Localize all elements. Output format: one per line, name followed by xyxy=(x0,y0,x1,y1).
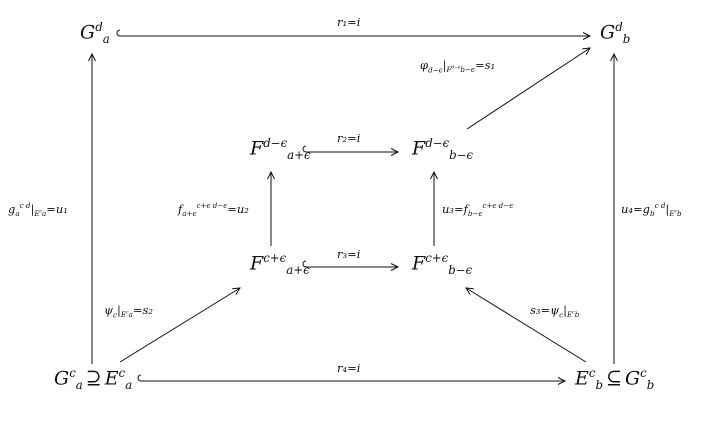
label-u2: fa+ϵc+ϵ d−ϵ=u₂ xyxy=(178,201,249,219)
label-s1: φd−ϵ|Fd−ϵb−ϵ=s₁ xyxy=(420,58,496,75)
arrow-r2 xyxy=(302,146,398,152)
label-r1: r₁=i xyxy=(337,15,361,29)
arrow-r4 xyxy=(137,375,565,381)
node-G-a-d: Gda xyxy=(80,20,110,47)
label-r2: r₂=i xyxy=(337,131,361,145)
label-s3: s₃=ψc|Ecb xyxy=(530,303,580,320)
label-u1: gac d|Eca=u₁ xyxy=(8,201,68,219)
node-G-a-c: Gca ⊇ Eca xyxy=(54,366,133,393)
arrow-r3 xyxy=(302,261,398,267)
node-G-b-d: Gdb xyxy=(600,20,631,47)
arrow-s2 xyxy=(119,287,241,363)
node-F-b-bottom: Fc+ϵb−ϵ xyxy=(412,251,473,278)
node-F-b-top: Fd−ϵb−ϵ xyxy=(412,136,474,163)
label-s2: ψc|Eca=s₂ xyxy=(104,303,153,320)
node-F-a-bottom: Fc+ϵa+ϵ xyxy=(250,251,310,278)
arrow-s1 xyxy=(466,47,591,130)
label-r4: r₄=i xyxy=(337,361,361,375)
node-E-b-c: Ecb ⊆ Gcb xyxy=(575,366,655,393)
arrow-s3 xyxy=(465,287,587,363)
label-r3: r₃=i xyxy=(337,247,361,261)
node-F-a-top: Fd−ϵa+ϵ xyxy=(250,136,311,163)
label-u3: u₃=fb−ϵc+ϵ d−ϵ xyxy=(442,201,514,219)
label-u4: u₄=gbc d|Ecb xyxy=(621,201,682,219)
arrow-r1 xyxy=(116,30,590,36)
